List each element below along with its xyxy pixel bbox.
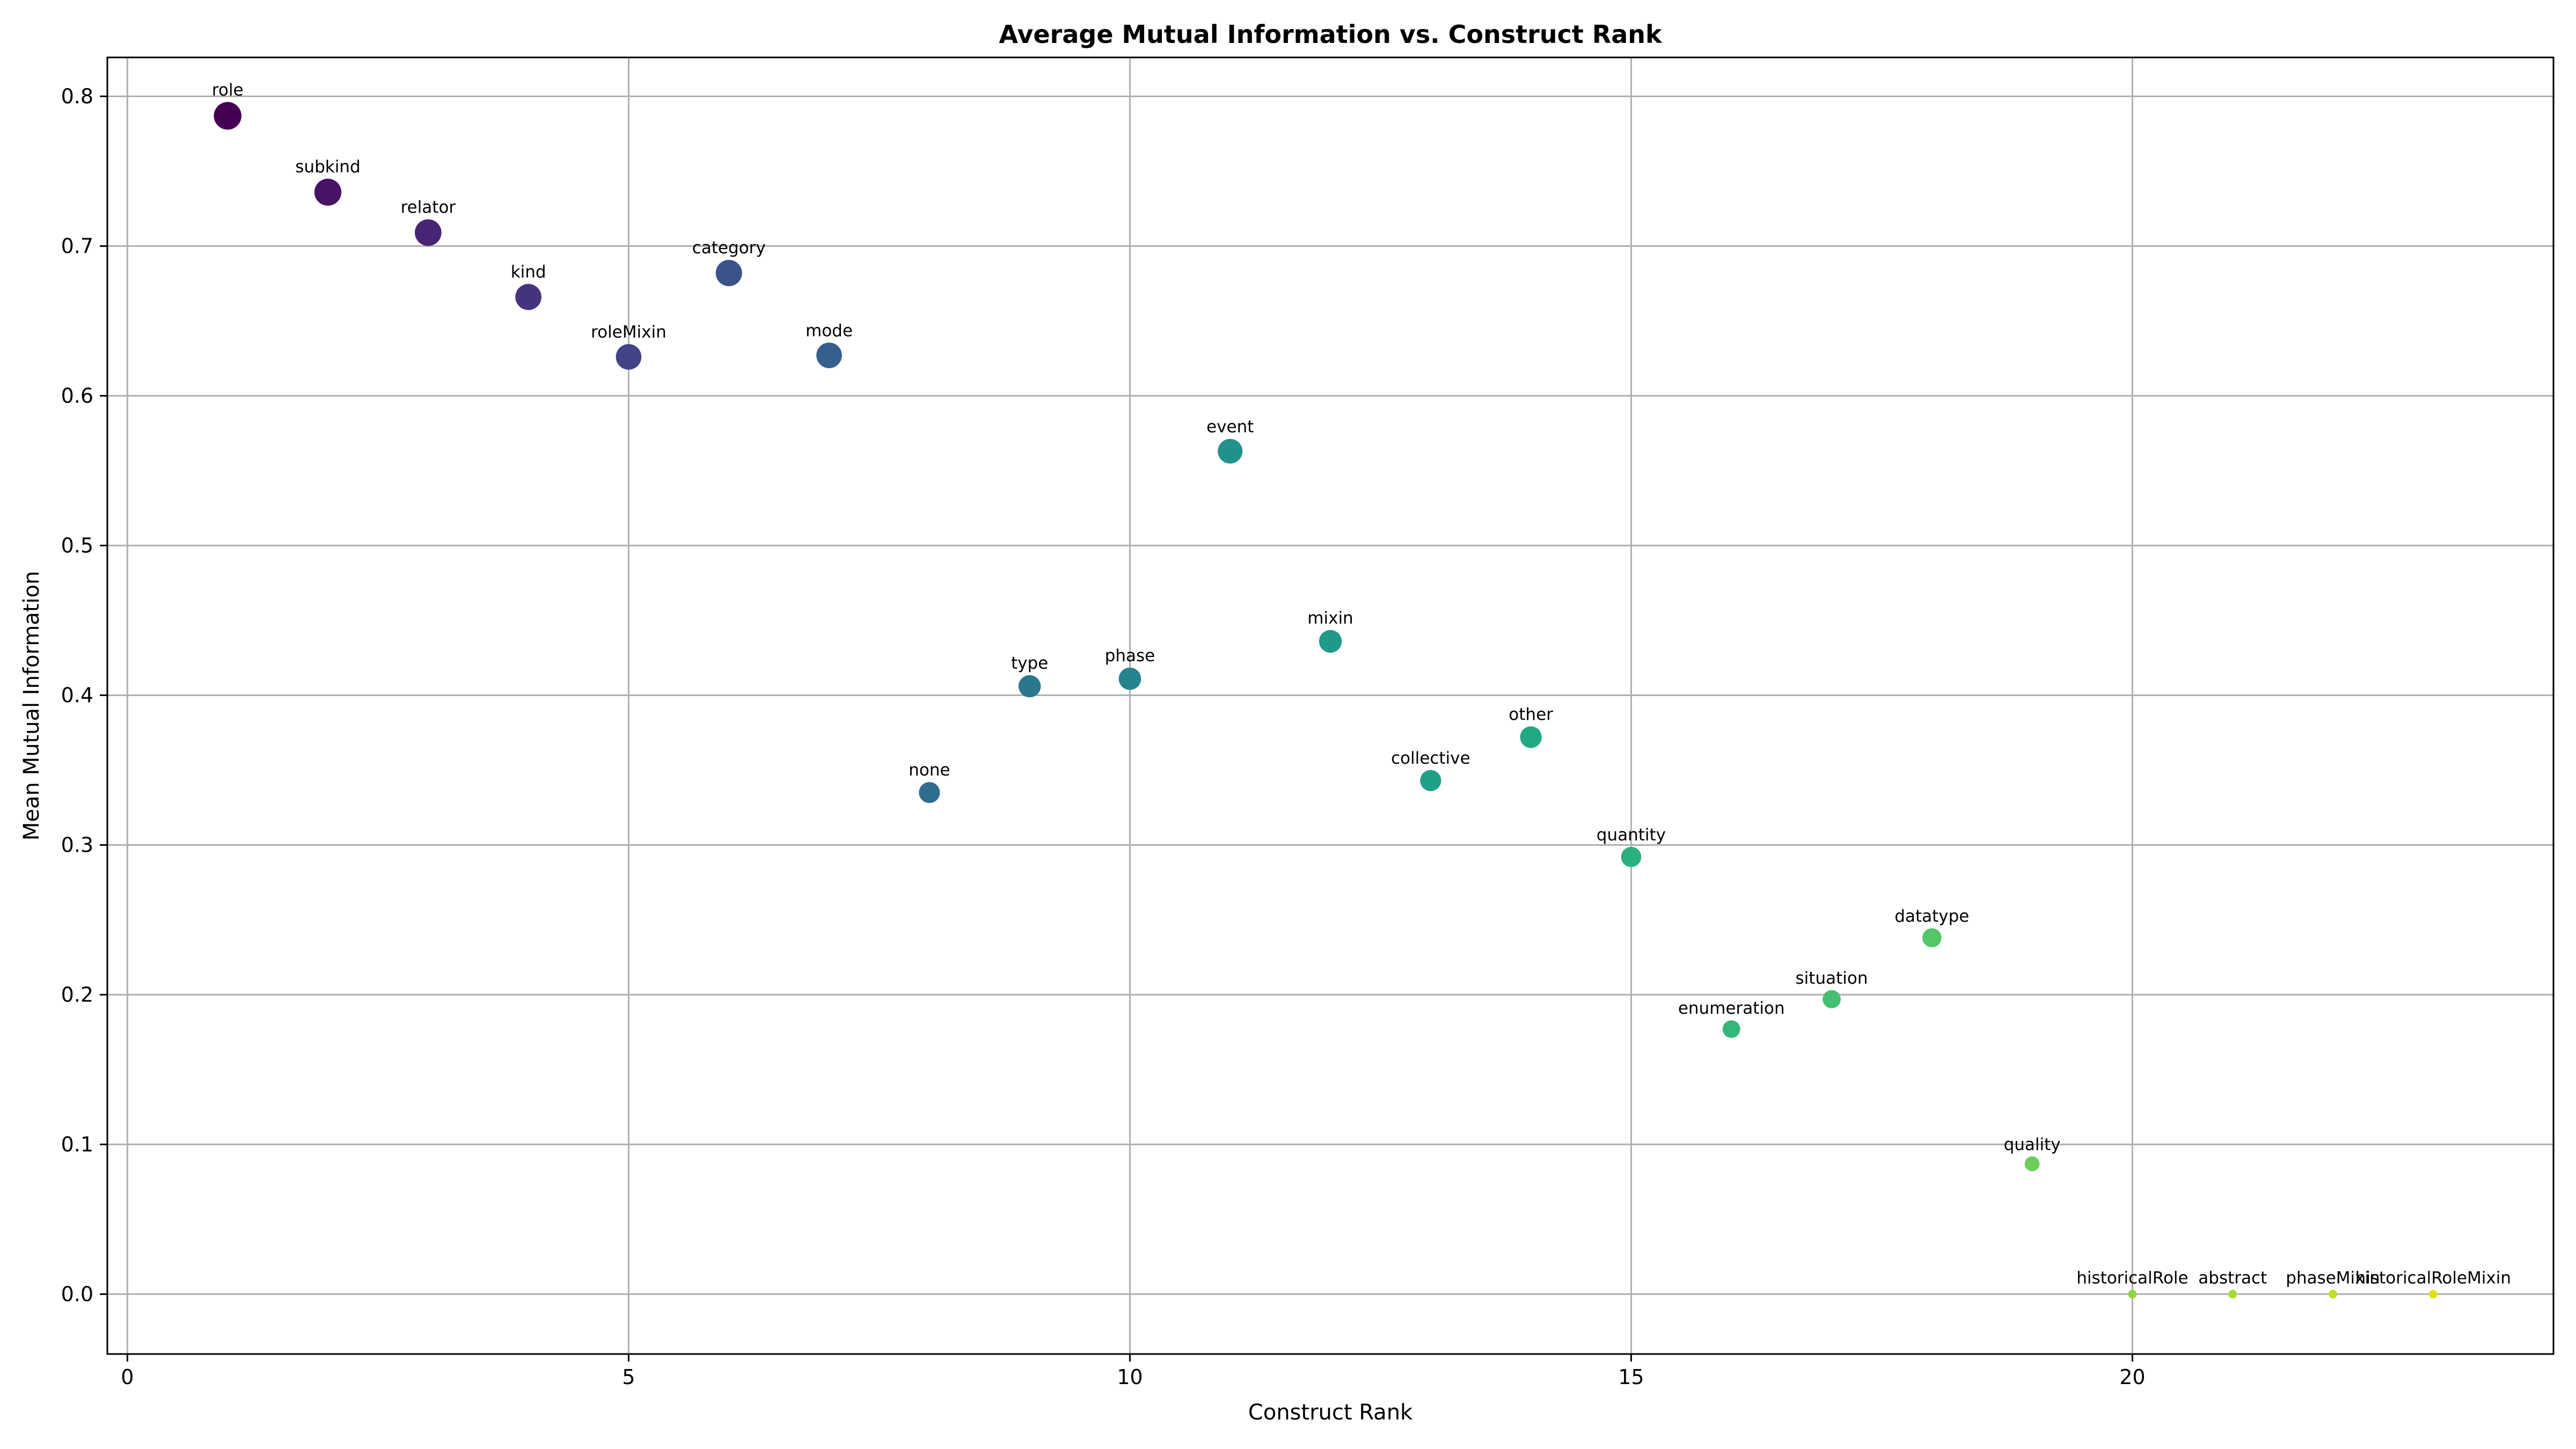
scatter-point: [1018, 675, 1041, 698]
grid-layer: [107, 57, 2553, 1354]
scatter-point: [314, 178, 342, 206]
x-tick-label: 0: [121, 1365, 134, 1389]
point-label: kind: [511, 262, 546, 282]
scatter-point: [414, 219, 442, 246]
y-tick-label: 0.7: [61, 235, 93, 258]
x-axis-title: Construct Rank: [1248, 1400, 1413, 1425]
chart-title: Average Mutual Information vs. Construct…: [999, 20, 1663, 49]
point-label: quality: [2004, 1135, 2061, 1154]
point-label: phase: [1105, 646, 1155, 665]
y-tick-label: 0.3: [61, 833, 93, 857]
point-label: event: [1206, 418, 1254, 437]
x-tick-label: 5: [622, 1365, 635, 1389]
point-label: datatype: [1894, 907, 1969, 926]
scatter-point: [715, 260, 742, 287]
scatter-point: [1118, 667, 1141, 690]
point-label: situation: [1796, 969, 1868, 988]
scatter-point: [919, 782, 940, 803]
point-label: enumeration: [1678, 999, 1785, 1018]
point-label-layer: role subkind relator kind roleMixin category m…: [212, 80, 2511, 1287]
point-label: historicalRole: [2076, 1268, 2188, 1287]
y-tick-label: 0.4: [61, 683, 93, 707]
scatter-point: [2329, 1290, 2338, 1299]
x-tick-label: 20: [2119, 1365, 2145, 1389]
scatter-point: [1218, 438, 1243, 464]
point-label: phaseMixin: [2286, 1268, 2380, 1287]
y-tick-label: 0.0: [61, 1282, 93, 1306]
x-tick-label: 15: [1618, 1365, 1644, 1389]
point-label: collective: [1391, 749, 1470, 768]
y-axis-title: Mean Mutual Information: [19, 571, 44, 840]
point-label: quantity: [1597, 825, 1666, 845]
y-tick-label: 0.2: [61, 983, 93, 1006]
scatter-point: [2024, 1156, 2040, 1172]
y-tick-label: 0.5: [61, 533, 93, 557]
point-label: type: [1011, 654, 1048, 673]
scatter-point: [1621, 846, 1642, 867]
point-label: abstract: [2198, 1268, 2267, 1287]
y-tick-label: 0.8: [61, 85, 93, 108]
point-label: roleMixin: [591, 323, 667, 342]
scatter-point: [816, 342, 842, 369]
x-tick-label: 10: [1117, 1365, 1143, 1389]
scatter-point: [1922, 928, 1942, 948]
point-label: historicalRoleMixin: [2355, 1268, 2511, 1287]
point-label: mode: [806, 321, 853, 340]
point-label: relator: [400, 198, 456, 217]
scatter-point: [515, 284, 541, 310]
scatter-point: [2228, 1290, 2237, 1299]
point-layer: [214, 102, 2438, 1299]
point-label: subkind: [295, 157, 360, 177]
scatter-point: [1520, 726, 1542, 748]
scatter-point: [1319, 630, 1342, 653]
point-label: other: [1509, 705, 1553, 724]
tick-layer: 0 5 10 15 20 0.0 0.1 0.2 0.3 0.4 0.5 0.6 0.7 0.8: [61, 85, 2146, 1389]
scatter-point: [2128, 1290, 2137, 1299]
scatter-point: [1722, 1020, 1740, 1038]
scatter-point: [616, 344, 642, 370]
point-label: none: [909, 760, 950, 780]
scatter-point: [1420, 770, 1441, 792]
scatter-point: [2428, 1290, 2438, 1299]
point-label: role: [212, 80, 244, 100]
scatter-point: [214, 102, 241, 130]
scatter-point: [1823, 990, 1841, 1008]
point-label: mixin: [1307, 609, 1353, 628]
plot-frame: [106, 56, 2555, 1355]
y-tick-label: 0.6: [61, 384, 93, 408]
point-label: category: [692, 238, 766, 258]
y-tick-label: 0.1: [61, 1132, 93, 1156]
